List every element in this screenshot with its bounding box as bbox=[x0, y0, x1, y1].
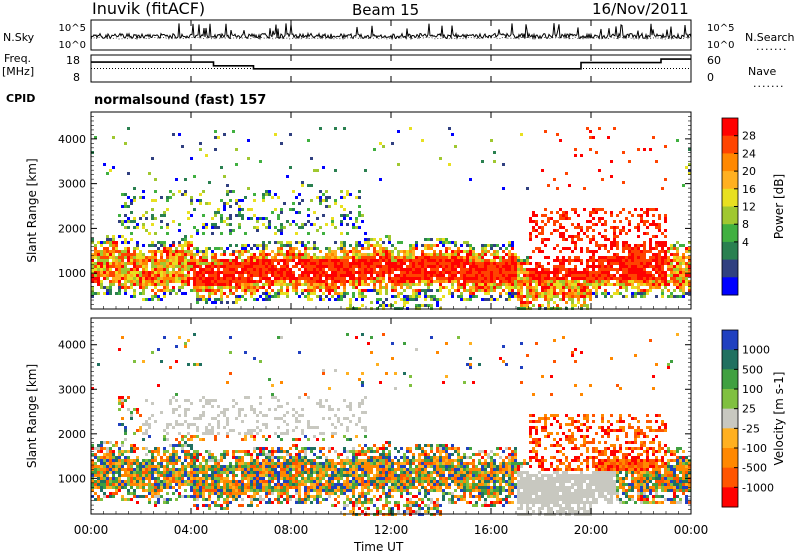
vel-colorbar-label: 500 bbox=[742, 363, 763, 376]
nsky-label: N.Sky bbox=[3, 31, 35, 44]
vel-colorbar-segment bbox=[722, 428, 738, 449]
vel-ytick-label: 2000 bbox=[58, 428, 86, 441]
noise-right-tick-bottom: 10^0 bbox=[707, 40, 734, 51]
vel-colorbar-label: -500 bbox=[742, 462, 767, 475]
xtick-label: 00:00 bbox=[674, 523, 709, 537]
power-colorbar-segment bbox=[722, 259, 738, 278]
power-colorbar-segment bbox=[722, 224, 738, 243]
xtick-label: 20:00 bbox=[574, 523, 609, 537]
nave-legend-dots: ....... bbox=[753, 77, 785, 90]
xtick-label: 08:00 bbox=[274, 523, 309, 537]
power-colorbar-title: Power [dB] bbox=[772, 174, 786, 239]
vel-colorbar-label: 1000 bbox=[742, 344, 770, 357]
power-ytick-label: 4000 bbox=[58, 133, 86, 146]
vel-colorbar-segment bbox=[722, 408, 738, 429]
vel-colorbar-segment bbox=[722, 389, 738, 410]
vel-colorbar-label: 25 bbox=[742, 403, 756, 416]
power-colorbar-label: 8 bbox=[742, 218, 749, 231]
freq-series-line bbox=[91, 58, 691, 70]
cpid-value: normalsound (fast) 157 bbox=[94, 93, 267, 108]
power-ylabel: Slant Range [km] bbox=[25, 158, 39, 262]
power-ytick-label: 1000 bbox=[58, 267, 86, 280]
vel-colorbar-title: Velocity [m s-1] bbox=[772, 372, 786, 466]
power-colorbar-label: 24 bbox=[742, 147, 756, 160]
power-colorbar-label: 12 bbox=[742, 201, 756, 214]
vel-colorbar-label: -100 bbox=[742, 442, 767, 455]
xtick-label: 04:00 bbox=[174, 523, 209, 537]
mhz-label: [MHz] bbox=[2, 65, 35, 78]
power-colorbar-segment bbox=[722, 241, 738, 261]
noise-right-tick-top: 10^5 bbox=[707, 23, 734, 34]
vel-ylabel: Slant Range [km] bbox=[25, 364, 39, 468]
vel-colorbar-segment bbox=[722, 487, 738, 508]
power-colorbar-segment bbox=[722, 206, 738, 225]
freq-right-tick-top: 60 bbox=[707, 54, 721, 67]
vel-colorbar-label: -1000 bbox=[742, 481, 774, 494]
vel-colorbar-label: -25 bbox=[742, 422, 760, 435]
vel-colorbar-segment bbox=[722, 330, 738, 351]
power-colorbar-label: 16 bbox=[742, 183, 756, 196]
power-colorbar-segment bbox=[722, 171, 738, 190]
noise-left-tick-bottom: 10^0 bbox=[59, 40, 86, 51]
cpid-label: CPID bbox=[6, 92, 36, 105]
vel-colorbar-segment bbox=[722, 467, 738, 488]
power-colorbar-segment bbox=[722, 277, 738, 296]
nsearch-legend-dots: ....... bbox=[756, 40, 788, 53]
freq-left-tick-bottom: 8 bbox=[73, 71, 80, 84]
nsearch-label: N.Search bbox=[745, 31, 795, 44]
power-heatmap-cells bbox=[91, 127, 691, 310]
power-colorbar-label: 4 bbox=[742, 236, 749, 249]
freq-left-tick-top: 18 bbox=[66, 54, 80, 67]
power-colorbar-segment bbox=[722, 135, 738, 154]
nsearch-series-line bbox=[90, 36, 692, 40]
xtick-label: 12:00 bbox=[374, 523, 409, 537]
power-colorbar-label: 28 bbox=[742, 130, 756, 143]
vel-colorbar-label: 100 bbox=[742, 383, 763, 396]
date-title: 16/Nov/2011 bbox=[592, 0, 689, 18]
vel-ytick-label: 1000 bbox=[58, 472, 86, 485]
power-ytick-label: 2000 bbox=[58, 222, 86, 235]
station-title: Inuvik (fitACF) bbox=[92, 0, 206, 18]
vel-colorbar-segment bbox=[722, 448, 738, 469]
freq-label: Freq. bbox=[4, 52, 32, 65]
vel-colorbar-segment bbox=[722, 369, 738, 390]
vel-ytick-label: 4000 bbox=[58, 339, 86, 352]
xtick-label: 16:00 bbox=[474, 523, 509, 537]
xtick-label: 00:00 bbox=[74, 523, 109, 537]
vel-heatmap-cells bbox=[91, 333, 691, 516]
nave-label: Nave bbox=[748, 65, 777, 78]
power-colorbar-label: 20 bbox=[742, 165, 756, 178]
power-ytick-label: 3000 bbox=[58, 178, 86, 191]
power-colorbar-segment bbox=[722, 153, 738, 172]
vel-colorbar-frame bbox=[721, 329, 739, 508]
vel-ytick-label: 3000 bbox=[58, 383, 86, 396]
nsky-series-line bbox=[90, 23, 692, 41]
power-colorbar-segment bbox=[722, 118, 738, 137]
noise-left-tick-top: 10^5 bbox=[59, 23, 86, 34]
x-axis-label: Time UT bbox=[354, 540, 404, 554]
power-colorbar-segment bbox=[722, 188, 738, 207]
vel-colorbar-segment bbox=[722, 349, 738, 370]
beam-title: Beam 15 bbox=[352, 1, 420, 19]
freq-right-tick-bottom: 0 bbox=[707, 71, 714, 84]
